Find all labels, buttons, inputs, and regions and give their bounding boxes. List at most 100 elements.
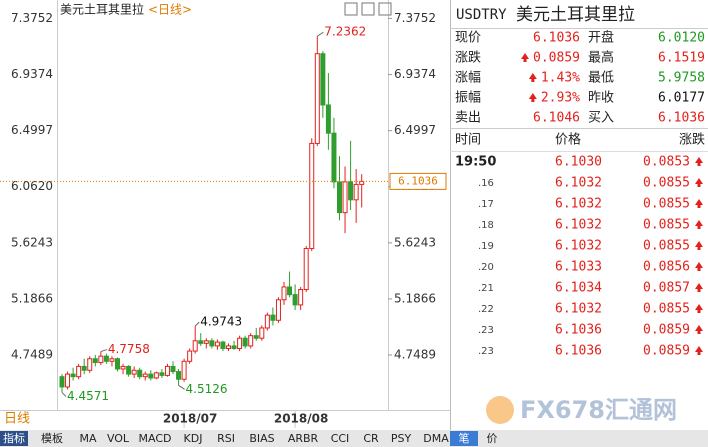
candle-body — [237, 337, 243, 349]
toolbar-tab[interactable]: DMA — [423, 432, 449, 445]
candle-body — [76, 365, 82, 378]
toolbar-tab[interactable]: PSY — [391, 432, 412, 445]
candle-body — [325, 104, 331, 134]
tick-price: 6.1036 — [555, 323, 602, 338]
toolbar-tab[interactable]: 笔 — [459, 431, 470, 445]
toolbar-tab[interactable]: CCI — [331, 432, 350, 445]
toolbar-tab[interactable]: MACD — [139, 432, 172, 445]
quote-value: 5.9758 — [658, 71, 705, 86]
tab-highlight[interactable] — [0, 431, 28, 446]
quote-label: 开盘 — [588, 30, 614, 46]
up-arrow — [695, 199, 703, 208]
y-tick-label: 6.0620 — [11, 179, 53, 193]
quote-label: 涨跌 — [455, 50, 481, 66]
up-arrow — [695, 241, 703, 250]
candle-body — [87, 358, 93, 371]
column-header: 价格 — [555, 132, 581, 148]
candle-body — [120, 365, 126, 370]
candle-body — [109, 358, 115, 362]
watermark-logo — [486, 396, 514, 424]
tick-price: 6.1032 — [555, 302, 602, 317]
button[interactable] — [378, 2, 392, 16]
x-tick-label: 2018/07 — [163, 412, 217, 426]
toolbar-tab[interactable]: ARBR — [288, 432, 319, 445]
candle-body — [248, 335, 254, 347]
tick-change: 0.0853 — [643, 155, 690, 170]
candle-body — [337, 181, 342, 214]
toolbar-tab[interactable]: BIAS — [249, 432, 274, 445]
tick-change: 0.0856 — [643, 260, 690, 275]
candle-body — [70, 373, 76, 378]
toolbar-tab[interactable]: VOL — [107, 432, 130, 445]
candle-body — [298, 289, 304, 306]
quote-value: 6.1036 — [533, 31, 580, 46]
candle-body — [65, 373, 71, 388]
y-tick-label: 7.3752 — [394, 11, 436, 25]
candle-body — [253, 335, 259, 339]
up-arrow — [695, 304, 703, 313]
candle-body — [81, 365, 87, 371]
candle-body — [359, 180, 365, 185]
tick-change: 0.0855 — [643, 302, 690, 317]
toolbar — [0, 430, 708, 447]
toolbar-tab[interactable]: MA — [79, 432, 96, 445]
y-tick-label: 6.4997 — [394, 123, 436, 137]
candle-body — [209, 340, 215, 347]
candle-body — [187, 350, 193, 362]
extreme-label: 4.5126 — [186, 382, 228, 396]
candle-body — [98, 355, 104, 364]
quote-label: 最高 — [588, 50, 614, 66]
tick-change: 0.0859 — [643, 344, 690, 359]
quote-value: 0.0859 — [533, 51, 580, 66]
tab-highlight[interactable] — [450, 431, 478, 446]
toolbar-tab[interactable]: 指标 — [3, 431, 25, 445]
tick-change: 0.0857 — [643, 281, 690, 296]
quote-value: 6.1036 — [658, 111, 705, 126]
candle-body — [342, 181, 348, 214]
y-tick-label: 7.3752 — [11, 11, 53, 25]
tick-change: 0.0855 — [643, 239, 690, 254]
up-arrow — [521, 53, 530, 62]
y-tick-label: 6.4997 — [11, 123, 53, 137]
extreme-label: 7.2362 — [324, 25, 366, 39]
tick-time: .23 — [478, 346, 494, 357]
up-arrow — [695, 325, 703, 334]
candle-body — [192, 340, 198, 352]
button[interactable] — [344, 2, 358, 16]
window-buttons[interactable] — [344, 2, 392, 16]
toolbar-tab[interactable]: 价 — [487, 432, 498, 445]
toolbar-tab[interactable]: RSI — [217, 432, 235, 445]
extreme-label: 4.7758 — [108, 342, 150, 356]
quote-value: 6.0120 — [658, 31, 705, 46]
tick-time: 19:50 — [455, 155, 496, 170]
candle-body — [264, 314, 270, 329]
tick-price: 6.1030 — [555, 155, 602, 170]
up-arrow — [528, 93, 537, 102]
quote-label: 涨幅 — [455, 71, 481, 86]
toolbar-tab[interactable]: KDJ — [184, 432, 203, 445]
candle-body — [331, 132, 337, 183]
quote-symbol: USDTRY — [456, 7, 507, 23]
toolbar-tab[interactable]: 模板 — [41, 431, 63, 445]
y-tick-label: 4.7489 — [394, 348, 436, 362]
tick-price: 6.1032 — [555, 176, 602, 191]
tick-change: 0.0855 — [643, 176, 690, 191]
quote-value: 6.0177 — [658, 91, 705, 106]
chart-title: 美元土耳其里拉 — [60, 2, 144, 17]
up-arrow — [695, 346, 703, 355]
button[interactable] — [361, 2, 375, 16]
quote-value: 6.1046 — [533, 111, 580, 126]
toolbar-tab[interactable]: CR — [363, 432, 379, 445]
candle-body — [226, 345, 231, 349]
extreme-label: 4.9743 — [200, 315, 242, 329]
column-header: 涨跌 — [679, 132, 705, 148]
tick-price: 6.1032 — [555, 218, 602, 233]
quote-name: 美元土耳其里拉 — [516, 5, 635, 25]
candle-body — [198, 340, 204, 344]
quote-value: 1.43% — [541, 71, 580, 86]
annotation-leader — [100, 349, 108, 353]
tick-price: 6.1032 — [555, 239, 602, 254]
tick-time: .21 — [478, 283, 494, 294]
y-tick-label: 6.9374 — [394, 67, 436, 81]
